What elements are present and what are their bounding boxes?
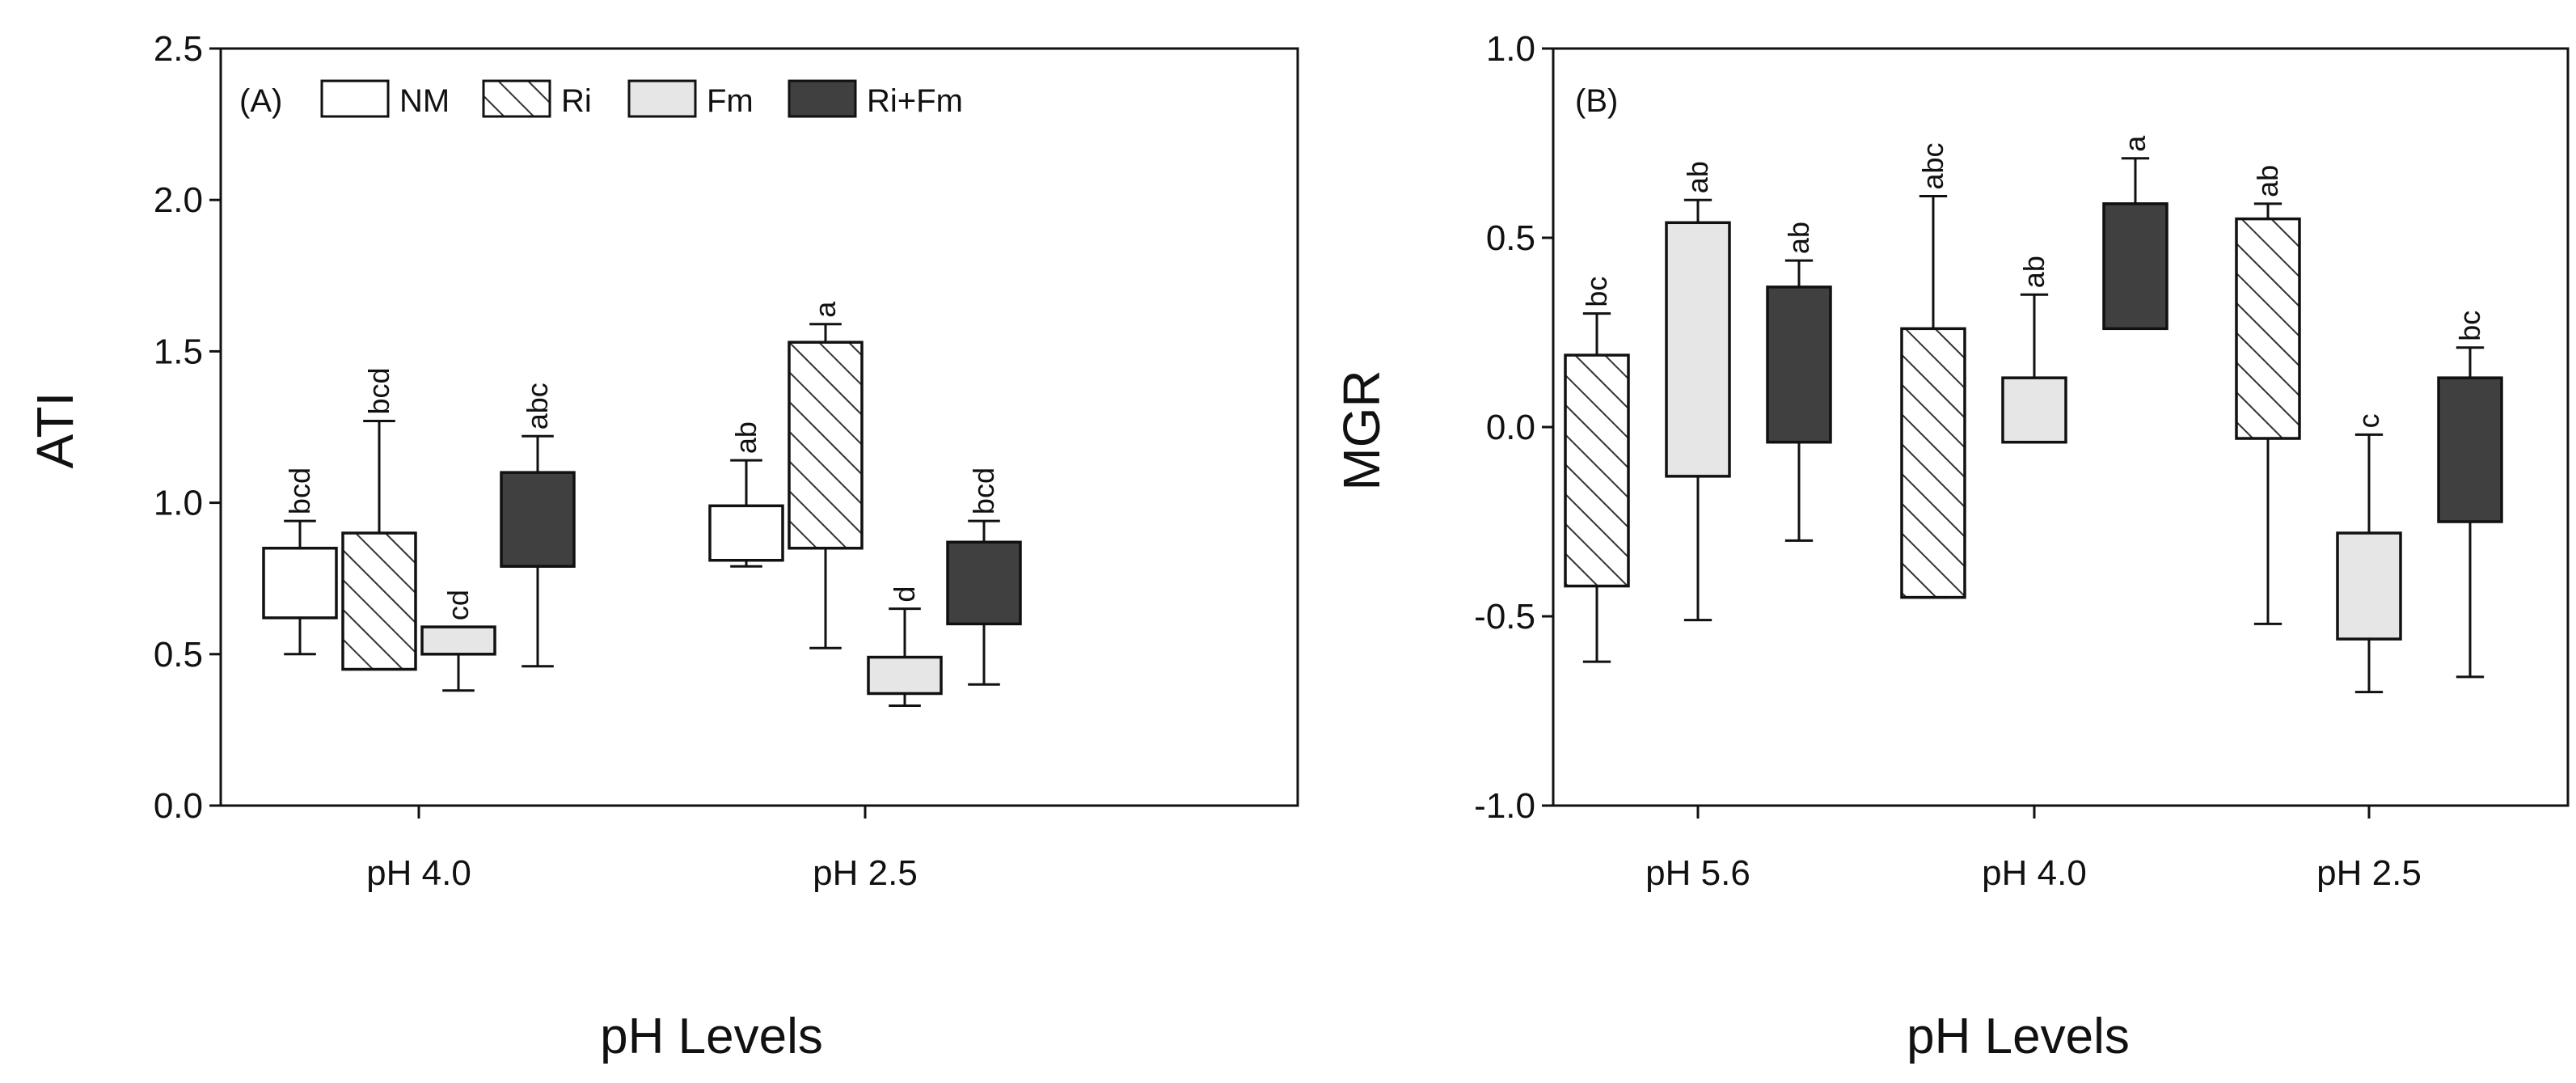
- panel-a-y-tick-label: 1.5: [154, 332, 203, 371]
- panel-b-ph40-rifm-box: [2102, 202, 2168, 331]
- panel-b-ph25-fm-letter: c: [2352, 413, 2385, 428]
- legend: NM Ri Fm Ri+Fm: [320, 79, 963, 119]
- panel-a-y-tick-label: 2.5: [154, 29, 203, 69]
- panel-a-ph25-rifm-letter: bcd: [967, 467, 1000, 514]
- panel-a-ph40-rifm-box: [500, 471, 576, 568]
- legend-label-rifm: Ri+Fm: [867, 83, 963, 119]
- panel-b-ph56-ri-letter: bc: [1580, 277, 1613, 307]
- panel-a-ph25-fm-box: [867, 655, 943, 696]
- panel-b-ph25-fm-box: [2336, 531, 2402, 641]
- panel-b-ph25-rifm-letter: bc: [2453, 311, 2486, 341]
- legend-swatch-ri: [482, 79, 551, 118]
- panel-a-y-axis-title: ATI: [26, 392, 84, 469]
- panel-b-x-tick-label: pH 2.5: [2316, 853, 2422, 893]
- panel-a-ph25-nm-letter: ab: [729, 421, 762, 454]
- panel-b-ph40-ri-letter: abc: [1916, 142, 1949, 189]
- panel-a-label: (A): [239, 83, 282, 119]
- panel-b-label: (B): [1575, 83, 1618, 119]
- panel-b-y-tick-label: 0.0: [1486, 408, 1535, 447]
- panel-a-y-tick-label: 0.0: [154, 786, 203, 826]
- panel-b-x-tick-label: pH 4.0: [1982, 853, 2087, 893]
- panel-a-ph40-nm-box: [262, 547, 338, 620]
- panel-b-y-tick-label: -1.0: [1474, 786, 1535, 826]
- panel-b-ph40-rifm-letter: a: [2118, 135, 2152, 152]
- panel-b-y-axis-title: MGR: [1332, 370, 1391, 490]
- panel-a-ph40-ri-letter: bcd: [362, 367, 395, 414]
- panel-b-ph56-ri-box: [1564, 353, 1630, 588]
- panel-b-chart: -1.0 -0.5 0.0 0.5 1.0 pH 5.6 pH 4.0 pH 2.5 bc ab a…: [1474, 29, 2570, 893]
- panel-b-ph56-fm-box: [1665, 221, 1731, 478]
- legend-swatch-rifm: [788, 79, 857, 118]
- panel-b-ph40-ri-box: [1900, 327, 1966, 599]
- panel-b-ph25-ri-box: [2235, 217, 2301, 440]
- panel-b-y-tick-label: 1.0: [1486, 29, 1535, 69]
- panel-a-ph40-ri-box: [341, 531, 417, 671]
- panel-a-y-tick-label: 2.0: [154, 180, 203, 220]
- legend-label-nm: NM: [399, 83, 450, 119]
- panel-b-ph25-rifm-box: [2437, 376, 2503, 523]
- panel-a-ph25-ri-box: [788, 341, 864, 550]
- panel-a-ph25-nm-box: [708, 504, 784, 562]
- panel-a-y-tick-label: 1.0: [154, 484, 203, 523]
- panel-a-x-axis-title: pH Levels: [600, 1009, 823, 1064]
- panel-a-ph40-nm-letter: bcd: [283, 467, 316, 514]
- panel-a-ph25-ri-letter: a: [809, 301, 842, 318]
- panel-b-x-axis-title: pH Levels: [1907, 1009, 2130, 1064]
- panel-b-ph56-rifm-letter: ab: [1782, 222, 1815, 254]
- panel-b-y-tick-label: -0.5: [1474, 597, 1535, 637]
- panel-a-ph25-rifm-box: [946, 540, 1022, 626]
- panel-a-chart: 0.00.51.01.52.02.5pH 4.0 pH 2.5bcdbcdcdab…: [154, 29, 1299, 893]
- panel-b-x-tick-label: pH 5.6: [1645, 853, 1750, 893]
- panel-a-x-tick-label: pH 2.5: [813, 853, 918, 893]
- panel-b-ph40-fm-box: [2001, 376, 2067, 444]
- panel-b-ph25-ri-letter: ab: [2251, 165, 2284, 197]
- legend-swatch-fm: [627, 79, 697, 118]
- panel-b-ph56-rifm-box: [1766, 286, 1832, 444]
- panel-a-y-tick-label: 0.5: [154, 635, 203, 675]
- legend-label-ri: Ri: [561, 83, 592, 119]
- panel-b-ph56-fm-letter: ab: [1681, 161, 1714, 193]
- panel-b-ph40-fm-letter: ab: [2017, 256, 2050, 288]
- panel-a-ph40-fm-letter: cd: [441, 590, 475, 620]
- legend-label-fm: Fm: [707, 83, 754, 119]
- panel-a-x-tick-label: pH 4.0: [366, 853, 471, 893]
- panel-a-plot-frame: [219, 47, 1299, 807]
- panel-a-ph40-rifm-letter: abc: [521, 383, 554, 429]
- panel-b-y-tick-label: 0.5: [1486, 218, 1535, 258]
- panel-a-ph25-fm-letter: d: [888, 586, 921, 603]
- legend-swatch-nm: [320, 79, 390, 118]
- panel-a-ph40-fm-box: [420, 625, 496, 656]
